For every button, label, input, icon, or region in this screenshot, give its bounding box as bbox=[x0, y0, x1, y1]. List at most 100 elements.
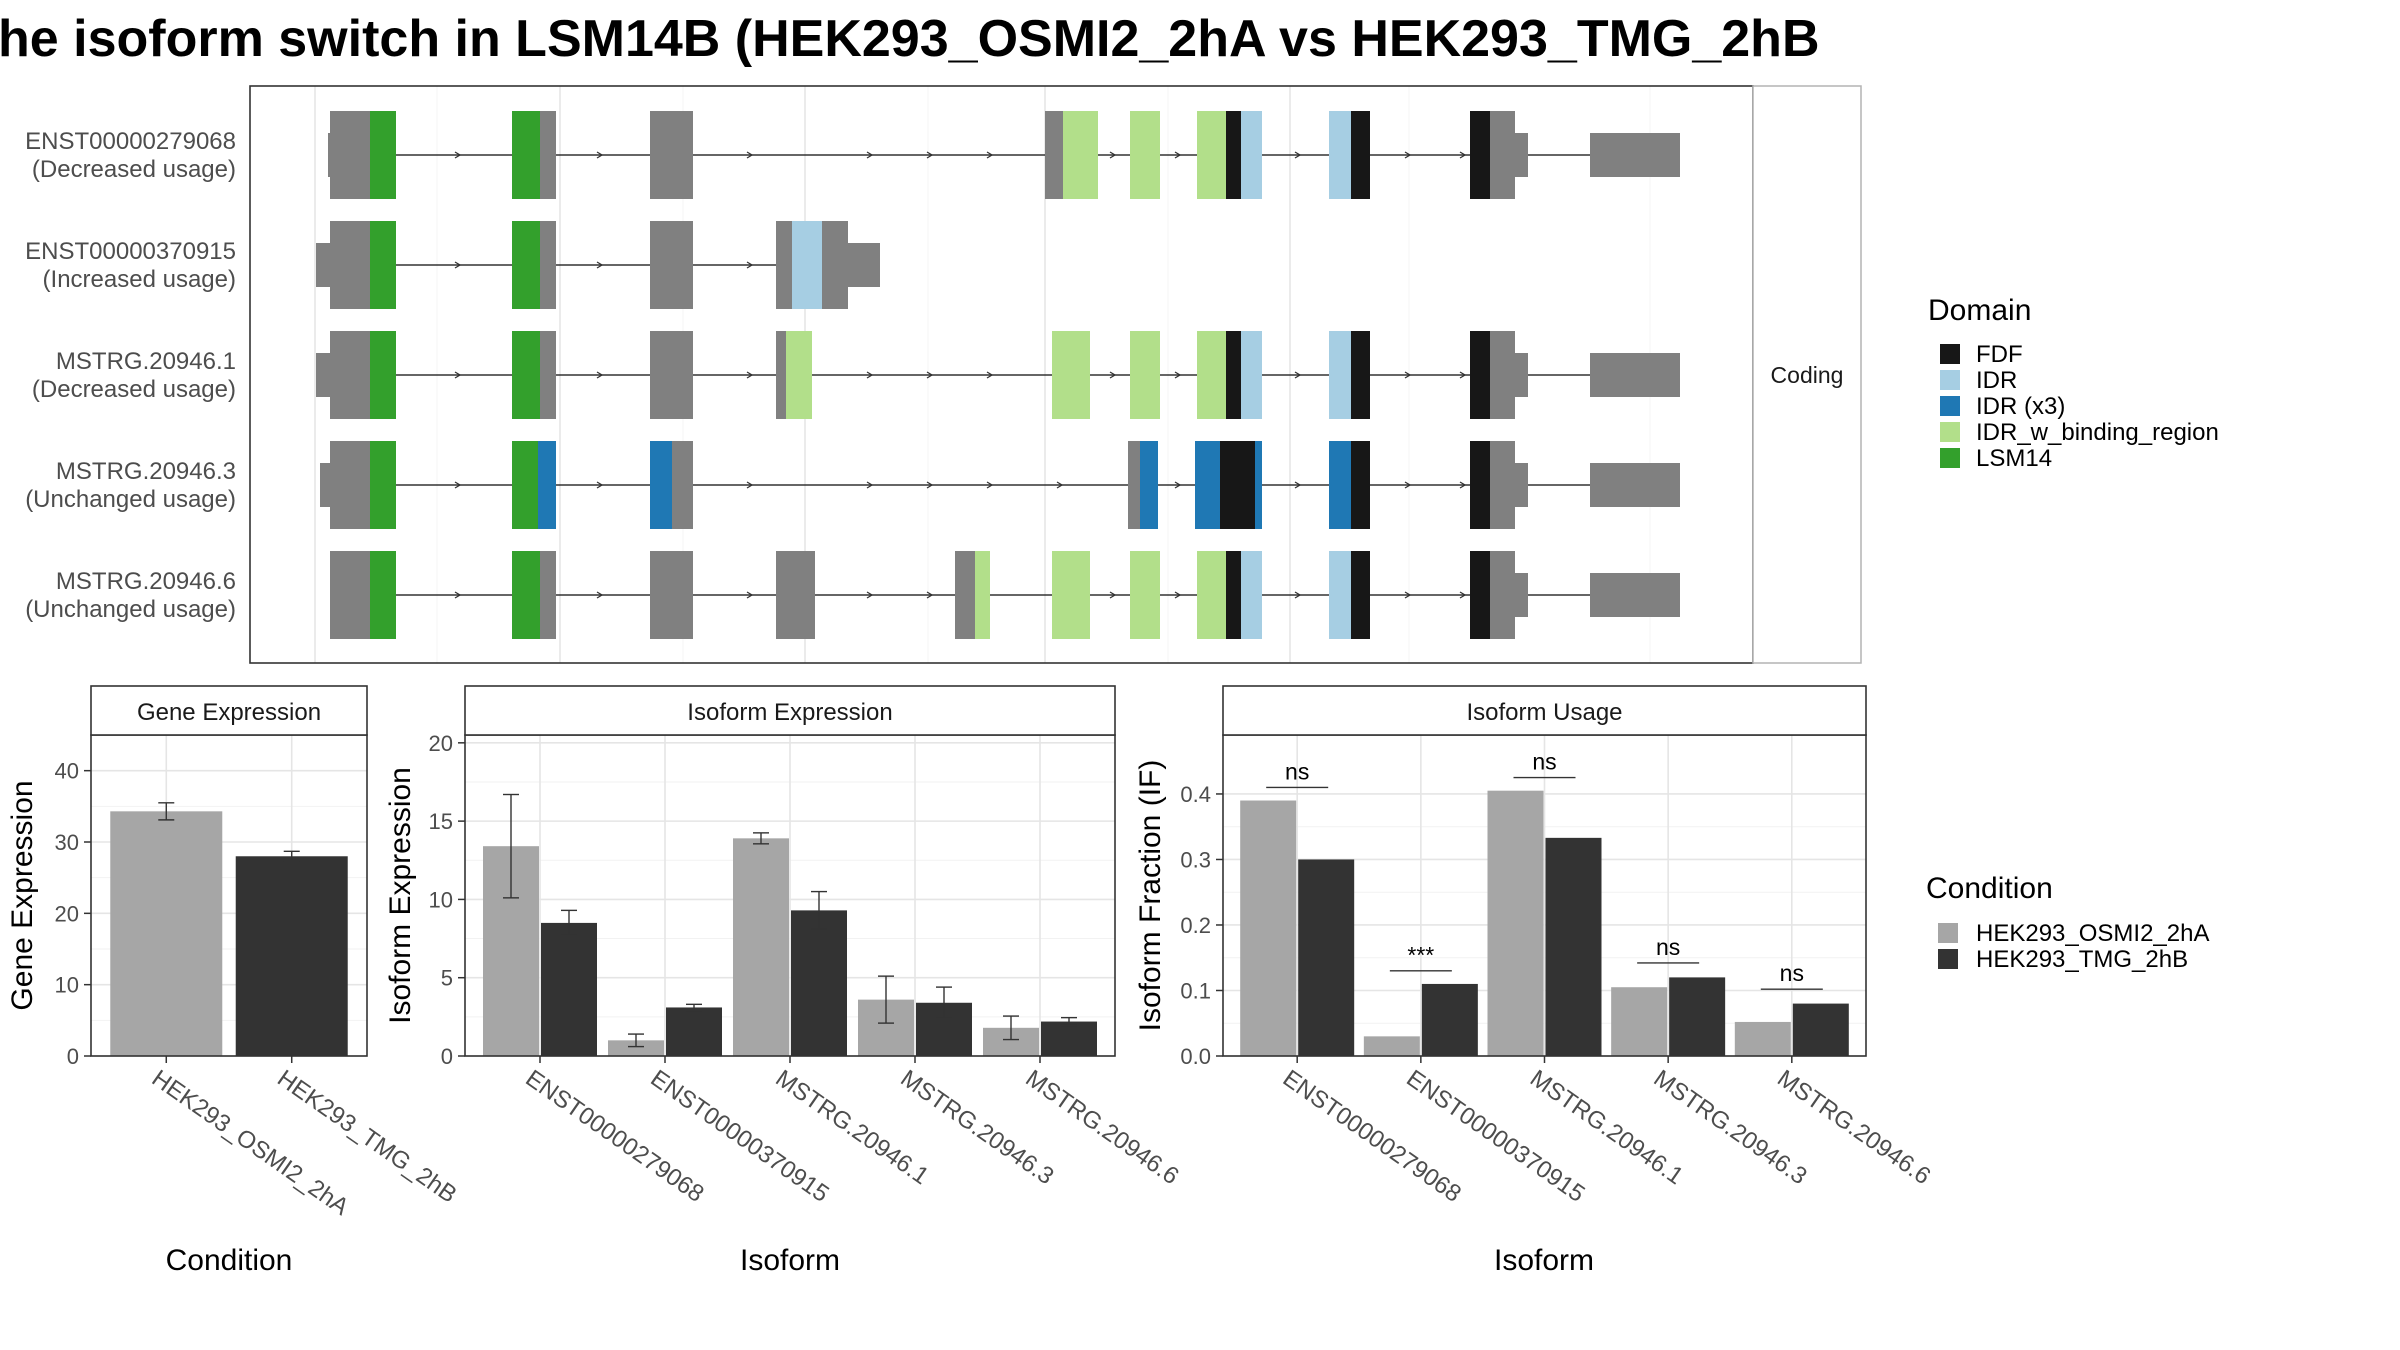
coding-strip-label: Coding bbox=[1771, 362, 1844, 388]
y-tick-label: 20 bbox=[429, 731, 453, 756]
exon-segment bbox=[792, 221, 822, 309]
intron-direction-arrow bbox=[746, 151, 754, 159]
intron-direction-arrow bbox=[1174, 591, 1182, 599]
exon-segment bbox=[1470, 331, 1490, 419]
isoform-track-3 bbox=[316, 331, 1680, 419]
chart-strip bbox=[1222, 685, 1867, 736]
exon-segment bbox=[1329, 551, 1351, 639]
isoform-track-4 bbox=[320, 441, 1680, 529]
y-tick-label: 10 bbox=[429, 887, 453, 912]
exon-segment bbox=[650, 331, 693, 419]
transcript-label-id: MSTRG.20946.6 bbox=[56, 568, 236, 595]
y-tick-label: 0.3 bbox=[1180, 847, 1211, 872]
isoform-track-5 bbox=[330, 551, 1680, 639]
bar bbox=[1298, 859, 1355, 1056]
bar bbox=[1487, 790, 1544, 1056]
bar bbox=[791, 910, 847, 1056]
utr-block bbox=[1590, 353, 1680, 397]
intron-direction-arrow bbox=[596, 591, 604, 599]
bar bbox=[1545, 837, 1602, 1056]
exon-segment bbox=[1329, 331, 1351, 419]
utr-block bbox=[1590, 573, 1680, 617]
bar bbox=[1669, 977, 1726, 1056]
intron-direction-arrow bbox=[926, 481, 934, 489]
utr-block bbox=[1515, 133, 1528, 177]
intron-direction-arrow bbox=[1174, 151, 1182, 159]
y-tick-label: 0.4 bbox=[1180, 782, 1211, 807]
domain-legend-swatch bbox=[1940, 448, 1960, 468]
isoform-track-2 bbox=[316, 221, 880, 309]
exon-segment bbox=[1255, 441, 1262, 529]
exon-segment bbox=[330, 331, 370, 419]
intron-direction-arrow bbox=[454, 591, 462, 599]
exon-segment bbox=[1052, 551, 1090, 639]
exon-segment bbox=[1241, 111, 1262, 199]
significance-label: ns bbox=[1656, 934, 1680, 960]
exon-segment bbox=[1329, 441, 1351, 529]
x-axis-title: Condition bbox=[166, 1244, 293, 1277]
transcript-label-usage: (Decreased usage) bbox=[32, 376, 236, 403]
exon-segment bbox=[1470, 551, 1490, 639]
exon-segment bbox=[1045, 111, 1063, 199]
y-axis-title: Isoform Expression bbox=[384, 767, 417, 1024]
y-tick-label: 0 bbox=[441, 1044, 453, 1069]
chart-strip-title: Isoform Expression bbox=[687, 699, 892, 726]
intron-direction-arrow bbox=[1109, 371, 1117, 379]
intron-direction-arrow bbox=[926, 591, 934, 599]
exon-segment bbox=[538, 441, 556, 529]
utr-block bbox=[1590, 133, 1680, 177]
significance-label: ns bbox=[1532, 749, 1556, 775]
condition-legend-title: Condition bbox=[1926, 872, 2053, 905]
coding-strip-box bbox=[1752, 85, 1862, 664]
domain-legend-label: IDR bbox=[1976, 367, 2017, 394]
bar bbox=[666, 1007, 722, 1056]
bar bbox=[235, 856, 348, 1056]
chart-strip-title: Gene Expression bbox=[137, 699, 321, 726]
exon-segment bbox=[370, 331, 396, 419]
exon-segment bbox=[786, 331, 812, 419]
exon-segment bbox=[1241, 551, 1262, 639]
y-tick-label: 0.0 bbox=[1180, 1044, 1211, 1069]
domain-legend-swatch bbox=[1940, 370, 1960, 390]
exon-segment bbox=[650, 441, 672, 529]
utr-block bbox=[1515, 463, 1528, 507]
transcript-label-id: MSTRG.20946.1 bbox=[56, 348, 236, 375]
intron-direction-arrow bbox=[1056, 481, 1064, 489]
transcript-label-usage: (Decreased usage) bbox=[32, 156, 236, 183]
exon-segment bbox=[330, 111, 370, 199]
intron-direction-arrow bbox=[454, 481, 462, 489]
intron-direction-arrow bbox=[1174, 481, 1182, 489]
domain-legend-swatch bbox=[1940, 396, 1960, 416]
condition-legend-swatch bbox=[1938, 923, 1958, 943]
condition-legend-label: HEK293_TMG_2hB bbox=[1976, 946, 2188, 973]
bar bbox=[1734, 1021, 1791, 1056]
exon-segment bbox=[1052, 331, 1090, 419]
bar bbox=[733, 838, 789, 1056]
intron-direction-arrow bbox=[596, 371, 604, 379]
intron-direction-arrow bbox=[1459, 151, 1467, 159]
y-tick-label: 0 bbox=[67, 1044, 79, 1069]
exon-segment bbox=[1128, 441, 1140, 529]
exon-segment bbox=[1197, 551, 1226, 639]
exon-segment bbox=[1470, 441, 1490, 529]
domain-legend-title: Domain bbox=[1928, 294, 2031, 327]
exon-segment bbox=[370, 551, 396, 639]
exon-segment bbox=[650, 111, 693, 199]
exon-segment bbox=[370, 221, 396, 309]
exon-segment bbox=[1197, 331, 1226, 419]
exon-segment bbox=[1226, 551, 1241, 639]
exon-segment bbox=[1226, 331, 1241, 419]
chart-strip bbox=[90, 685, 368, 736]
bar bbox=[1792, 1003, 1849, 1056]
domain-legend-label: LSM14 bbox=[1976, 445, 2052, 472]
intron-direction-arrow bbox=[986, 371, 994, 379]
intron-direction-arrow bbox=[1404, 591, 1412, 599]
intron-direction-arrow bbox=[1294, 481, 1302, 489]
intron-direction-arrow bbox=[596, 481, 604, 489]
y-tick-label: 20 bbox=[55, 901, 79, 926]
chart-strip bbox=[464, 685, 1116, 736]
intron-direction-arrow bbox=[1174, 371, 1182, 379]
exon-segment bbox=[512, 111, 540, 199]
exon-segment bbox=[512, 441, 538, 529]
transcript-label-usage: (Unchanged usage) bbox=[25, 486, 236, 513]
